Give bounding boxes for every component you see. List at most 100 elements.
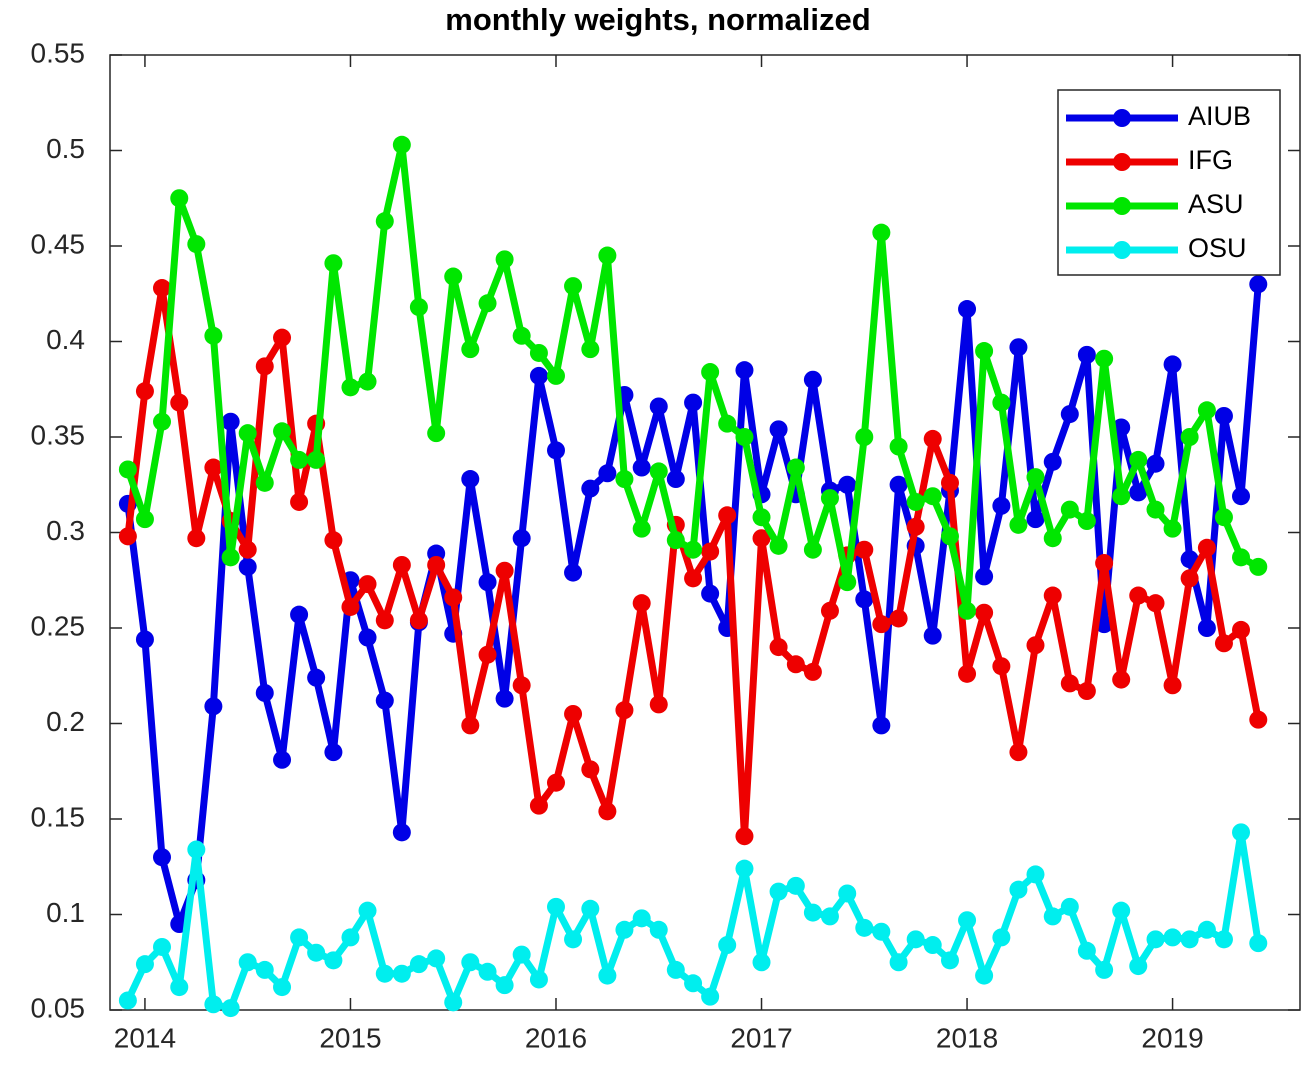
y-tick-label: 0.5 (46, 133, 85, 164)
x-tick-label: 2018 (936, 1022, 998, 1053)
data-point (855, 918, 874, 937)
data-point (615, 701, 634, 720)
data-point (701, 542, 720, 561)
data-point (1146, 454, 1165, 473)
data-point (290, 605, 309, 624)
data-point (1077, 682, 1096, 701)
data-point (855, 428, 874, 446)
data-point (1197, 619, 1216, 637)
data-point (546, 773, 565, 792)
data-point (872, 615, 891, 634)
data-point (392, 555, 411, 574)
data-point (478, 294, 497, 313)
data-point (307, 943, 326, 962)
data-point (649, 695, 668, 714)
data-point (1232, 548, 1251, 567)
data-point (341, 928, 360, 947)
data-point (958, 664, 977, 683)
y-tick-label: 0.4 (46, 324, 85, 355)
data-point (273, 978, 292, 997)
data-point (1026, 468, 1045, 487)
data-point (290, 928, 309, 947)
data-point (992, 928, 1011, 947)
data-point (135, 382, 154, 401)
data-point (1180, 428, 1199, 446)
data-point (718, 936, 737, 955)
data-point (872, 716, 891, 735)
data-point (632, 519, 651, 538)
data-point (221, 548, 240, 567)
x-tick-label: 2019 (1141, 1022, 1203, 1053)
legend-label: AIUB (1188, 101, 1251, 131)
data-point (1163, 355, 1182, 374)
data-point (975, 342, 994, 361)
y-tick-label: 0.25 (31, 610, 86, 641)
data-point (1129, 957, 1148, 976)
data-point (735, 361, 754, 380)
data-point (1249, 275, 1268, 294)
data-point (649, 397, 668, 416)
data-point (135, 510, 154, 529)
data-point (769, 882, 788, 901)
data-point (615, 920, 634, 939)
data-point (324, 254, 343, 273)
data-point (666, 531, 685, 550)
data-point (1026, 865, 1045, 884)
data-point (992, 393, 1011, 412)
data-point (735, 827, 754, 846)
data-point (529, 970, 548, 989)
data-point (958, 601, 977, 620)
data-point (564, 563, 583, 582)
data-point (324, 951, 343, 970)
data-point (1060, 500, 1079, 519)
data-point (820, 601, 839, 620)
data-point (632, 909, 651, 928)
data-point (118, 991, 137, 1010)
data-point (666, 470, 685, 489)
data-point (992, 657, 1011, 676)
data-point (581, 479, 600, 498)
data-point (975, 966, 994, 985)
data-point (889, 475, 908, 494)
data-point (803, 662, 822, 681)
data-point (632, 594, 651, 613)
data-point (341, 597, 360, 616)
data-point (273, 422, 292, 441)
data-point (478, 573, 497, 592)
y-tick-label: 0.3 (46, 515, 85, 546)
y-tick-label: 0.2 (46, 706, 85, 737)
data-point (889, 953, 908, 972)
data-point (581, 760, 600, 779)
data-point (512, 326, 531, 345)
data-point (152, 412, 171, 431)
data-point (752, 529, 771, 548)
data-point (1129, 483, 1148, 502)
data-point (872, 223, 891, 242)
data-point (529, 796, 548, 815)
data-point (358, 575, 377, 594)
data-point (718, 506, 737, 525)
data-point (769, 638, 788, 657)
data-point (1146, 930, 1165, 949)
data-point (889, 609, 908, 628)
data-point (375, 611, 394, 630)
data-point (838, 884, 857, 903)
data-point (1060, 405, 1079, 424)
data-point (255, 683, 274, 702)
data-point (444, 267, 463, 286)
data-point (221, 999, 240, 1018)
data-point (906, 492, 925, 511)
data-point (1026, 510, 1045, 529)
data-point (118, 527, 137, 546)
data-point (598, 966, 617, 985)
data-point (204, 995, 223, 1014)
data-point (1197, 538, 1216, 557)
data-point (409, 955, 428, 974)
data-point (290, 492, 309, 511)
data-point (546, 441, 565, 460)
y-tick-label: 0.1 (46, 897, 85, 928)
legend-marker (1113, 153, 1131, 171)
data-point (546, 897, 565, 916)
data-point (1077, 941, 1096, 960)
data-point (1214, 508, 1233, 527)
